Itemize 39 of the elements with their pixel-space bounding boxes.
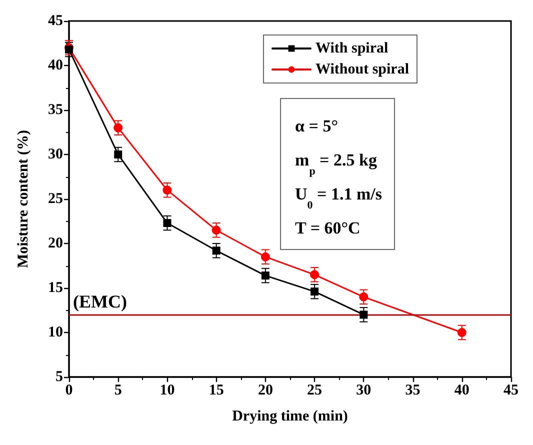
y-tick-label: 30: [48, 146, 63, 162]
x-tick-label: 40: [454, 382, 470, 398]
y-tick-label: 5: [56, 369, 63, 385]
y-tick-label: 10: [48, 324, 63, 340]
y-tick-label: 25: [48, 191, 63, 207]
y-tick-label: 40: [48, 58, 63, 74]
x-tick-label: 45: [504, 382, 518, 398]
y-tick-label: 20: [48, 236, 63, 252]
x-tick-label: 15: [208, 382, 224, 398]
y-axis-title: Moisture content (%): [16, 130, 32, 268]
x-tick-label: 5: [114, 382, 122, 398]
legend-label: With spiral: [316, 40, 388, 56]
point: [163, 219, 172, 228]
point: [162, 186, 172, 195]
x-axis-title: Drying time (min): [232, 408, 348, 424]
x-tick-label: 10: [160, 382, 175, 398]
y-tick-label: 35: [48, 102, 63, 118]
legend-label: Without spiral: [316, 62, 410, 78]
x-tick-label: 30: [356, 382, 372, 398]
x-tick-label: 0: [65, 382, 73, 398]
x-tick-label: 25: [307, 382, 322, 398]
point: [457, 328, 466, 337]
point: [360, 310, 368, 319]
point: [212, 226, 221, 235]
annotation: T = 60°C: [295, 218, 360, 238]
x-tick-label: 20: [258, 382, 273, 398]
y-tick-label: 15: [48, 280, 63, 296]
point: [261, 272, 270, 280]
point: [359, 292, 368, 302]
y-tick-label: 45: [48, 13, 63, 29]
point: [310, 270, 320, 280]
annotation: α = 5°: [295, 116, 338, 136]
point: [114, 123, 123, 132]
ref-line-label: (EMC): [73, 292, 127, 312]
point: [260, 252, 270, 262]
x-tick-label: 35: [405, 382, 420, 398]
point: [212, 246, 220, 255]
point: [310, 288, 319, 296]
point: [114, 150, 122, 158]
